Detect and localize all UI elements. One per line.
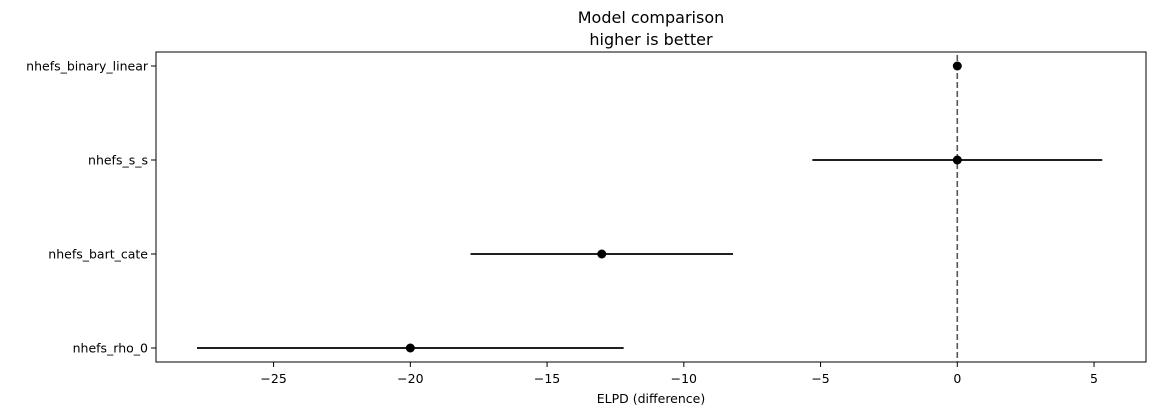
y-tick-label: nhefs_bart_cate <box>48 247 148 262</box>
x-tick-label: −15 <box>534 371 560 386</box>
y-tick-label: nhefs_rho_0 <box>73 341 148 356</box>
chart-subtitle: higher is better <box>589 30 713 49</box>
x-tick-label: −25 <box>260 371 286 386</box>
x-axis-label: ELPD (difference) <box>597 391 706 406</box>
plot-frame <box>155 51 1147 363</box>
y-tick-label: nhefs_binary_linear <box>26 59 149 74</box>
x-tick-label: −20 <box>397 371 423 386</box>
x-tick-label: −5 <box>811 371 829 386</box>
chart-title: Model comparison <box>578 8 725 27</box>
x-tick-label: −10 <box>671 371 697 386</box>
y-tick-label: nhefs_s_s <box>88 153 148 168</box>
data-point <box>405 343 415 353</box>
data-point <box>597 249 607 259</box>
chart-marks: −25 −20 −15 −10 −5 0 5 nhefs_binary_linearnhefs… <box>26 55 1103 386</box>
x-tick-label: 0 <box>953 371 961 386</box>
data-point <box>952 155 962 165</box>
x-tick-label: 5 <box>1090 371 1098 386</box>
data-point <box>952 61 962 71</box>
